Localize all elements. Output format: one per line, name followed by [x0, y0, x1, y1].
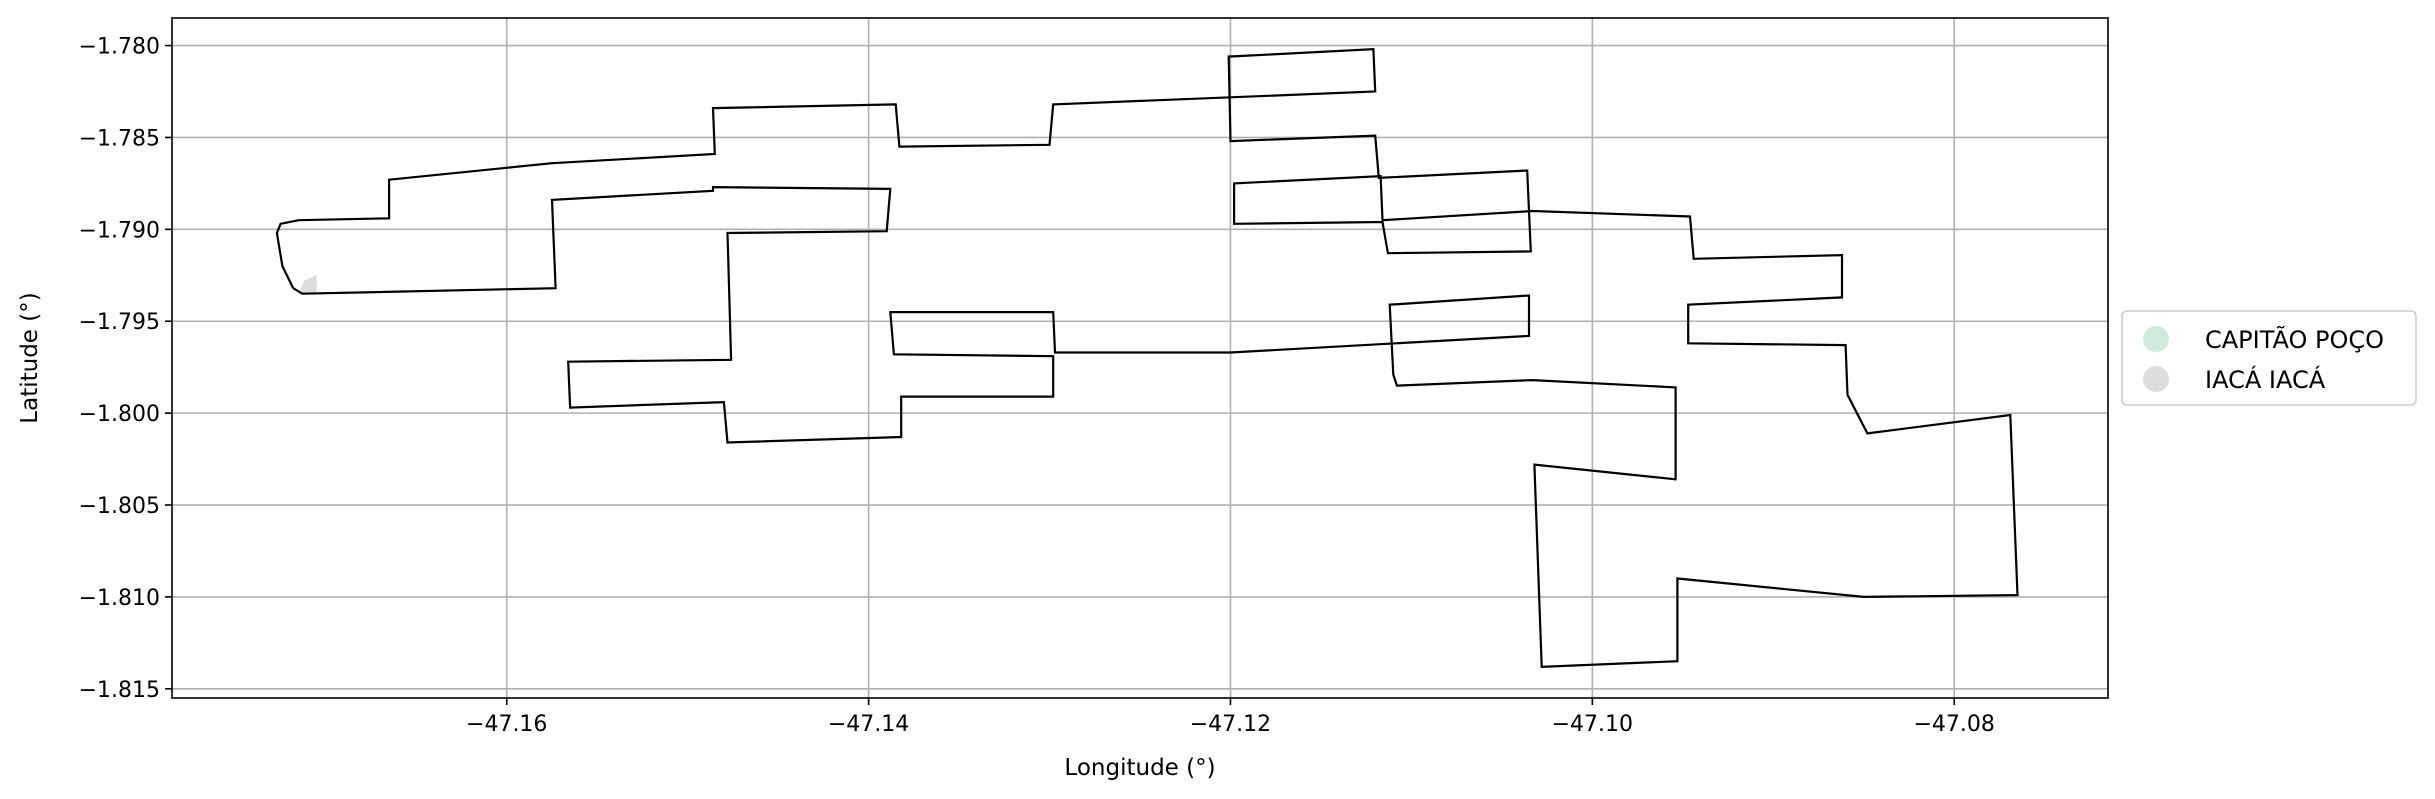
- legend-box: [2121, 310, 2417, 406]
- legend-items: CAPITÃO POÇO IACÁ IACÁ: [2143, 324, 2384, 394]
- ticks: −47.16 −47.14 −47.12 −47.10 −47.08 −1.780 −1.7…: [79, 35, 1995, 737]
- legend-label: CAPITÃO POÇO: [2205, 324, 2384, 354]
- x-tick-label: −47.12: [1190, 712, 1271, 737]
- y-tick-label: −1.795: [79, 310, 160, 335]
- y-tick-label: −1.800: [79, 402, 160, 427]
- y-axis-title: Latitude (°): [17, 292, 43, 423]
- x-tick-label: −47.14: [828, 712, 909, 737]
- legend-marker: [2143, 326, 2169, 352]
- y-tick-label: −1.785: [79, 126, 160, 151]
- gridlines: [172, 18, 2108, 698]
- y-tick-label: −1.805: [79, 494, 160, 519]
- legend: CAPITÃO POÇO IACÁ IACÁ: [2121, 310, 2417, 406]
- municipality-boundary: [275, 48, 2019, 668]
- region-layer: [275, 48, 2019, 668]
- shaded-area: [298, 275, 317, 294]
- x-tick-label: −47.10: [1552, 712, 1633, 737]
- x-tick-label: −47.08: [1913, 712, 1994, 737]
- plot-frame: [171, 17, 2109, 699]
- y-tick-label: −1.815: [79, 678, 160, 703]
- x-tick-label: −47.16: [466, 712, 547, 737]
- legend-marker: [2143, 366, 2169, 392]
- y-tick-label: −1.810: [79, 586, 160, 611]
- y-tick-label: −1.790: [79, 218, 160, 243]
- legend-label: IACÁ IACÁ: [2205, 365, 2326, 394]
- x-axis-title: Longitude (°): [1064, 755, 1215, 781]
- y-tick-label: −1.780: [79, 35, 160, 60]
